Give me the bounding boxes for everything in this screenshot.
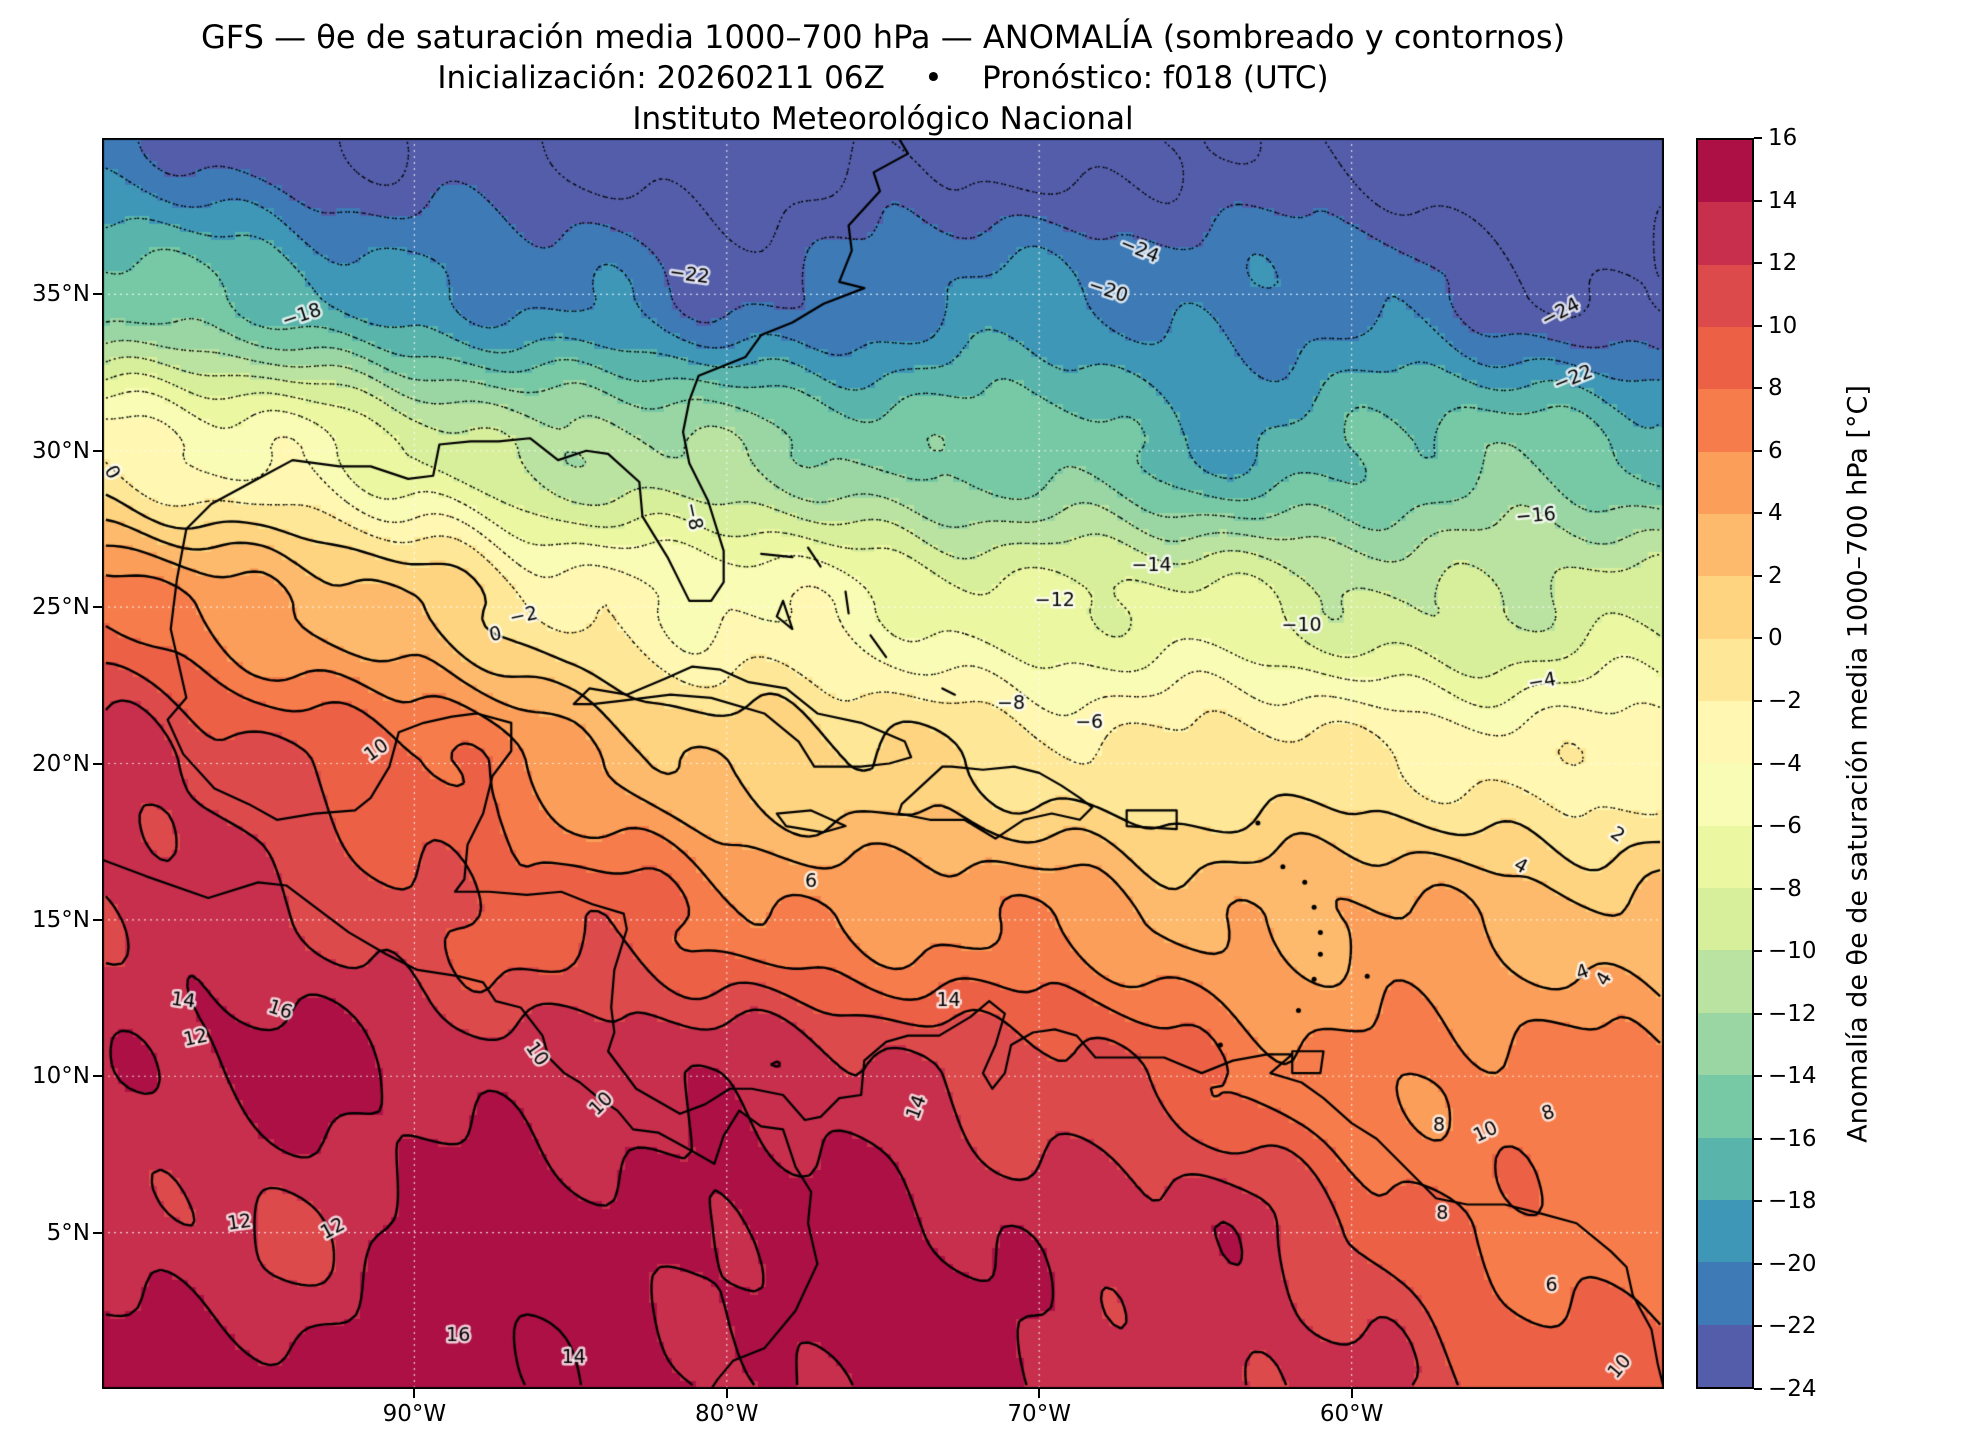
colorbar-tick-label: −22 bbox=[1768, 1313, 1817, 1340]
x-tick-label: 70°W bbox=[1007, 1401, 1071, 1427]
colorbar-tick-label: −24 bbox=[1768, 1376, 1817, 1402]
colorbar-segment bbox=[1698, 763, 1752, 826]
colorbar-tick-mark bbox=[1754, 324, 1762, 327]
colorbar-tick-mark bbox=[1754, 199, 1762, 202]
colorbar-tick-label: −4 bbox=[1768, 750, 1802, 777]
colorbar-segment bbox=[1698, 825, 1752, 889]
x-tick-mark bbox=[725, 1389, 728, 1398]
y-tick-mark bbox=[93, 1075, 102, 1078]
colorbar-tick-label: 8 bbox=[1768, 375, 1783, 402]
colorbar-tick-mark bbox=[1754, 512, 1762, 515]
colorbar-segment bbox=[1698, 1262, 1752, 1325]
y-tick-mark bbox=[93, 918, 102, 921]
colorbar-segment bbox=[1698, 576, 1752, 639]
colorbar-segment bbox=[1698, 202, 1752, 265]
colorbar-segment bbox=[1698, 950, 1752, 1013]
colorbar-tick-label: 14 bbox=[1768, 187, 1798, 214]
y-tick-label: 10°N bbox=[32, 1063, 90, 1090]
colorbar-segment bbox=[1698, 389, 1752, 452]
colorbar-tick-mark bbox=[1754, 825, 1762, 828]
y-tick-label: 25°N bbox=[32, 594, 90, 621]
x-tick-label: 90°W bbox=[382, 1401, 447, 1427]
colorbar bbox=[1696, 138, 1754, 1389]
colorbar-tick-label: −20 bbox=[1768, 1250, 1817, 1277]
colorbar-segment bbox=[1698, 327, 1752, 390]
colorbar-tick-mark bbox=[1754, 449, 1762, 452]
x-tick-mark bbox=[413, 1389, 416, 1398]
y-tick-mark bbox=[93, 293, 102, 296]
colorbar-tick-label: 12 bbox=[1768, 250, 1798, 277]
colorbar-tick-mark bbox=[1754, 1325, 1762, 1328]
colorbar-segment bbox=[1698, 1137, 1752, 1200]
colorbar-tick-mark bbox=[1754, 1075, 1762, 1078]
colorbar-tick-mark bbox=[1754, 762, 1762, 765]
colorbar-tick-mark bbox=[1754, 1262, 1762, 1265]
y-tick-label: 35°N bbox=[32, 281, 90, 308]
colorbar-tick-mark bbox=[1754, 637, 1762, 640]
colorbar-tick-mark bbox=[1754, 387, 1762, 390]
colorbar-tick-label: −6 bbox=[1768, 813, 1802, 840]
colorbar-tick-mark bbox=[1754, 699, 1762, 702]
colorbar-tick-label: −8 bbox=[1768, 875, 1802, 902]
colorbar-segment bbox=[1698, 514, 1752, 577]
title-block: GFS — θe de saturación media 1000–700 hP… bbox=[102, 16, 1664, 140]
y-tick-mark bbox=[93, 1231, 102, 1234]
chart-title: GFS — θe de saturación media 1000–700 hP… bbox=[200, 18, 1566, 56]
colorbar-tick-mark bbox=[1754, 1200, 1762, 1203]
colorbar-segment bbox=[1698, 264, 1752, 328]
chart-institution: Instituto Meteorológico Nacional bbox=[632, 101, 1134, 137]
colorbar-segment bbox=[1698, 140, 1752, 203]
colorbar-tick-label: −10 bbox=[1768, 938, 1817, 965]
y-tick-label: 15°N bbox=[32, 906, 90, 933]
map-canvas bbox=[102, 138, 1664, 1389]
colorbar-tick-mark bbox=[1754, 1137, 1762, 1140]
colorbar-segment bbox=[1698, 1012, 1752, 1076]
colorbar-tick-label: 0 bbox=[1768, 625, 1783, 652]
colorbar-tick-label: −14 bbox=[1768, 1063, 1817, 1090]
colorbar-tick-mark bbox=[1754, 1012, 1762, 1015]
colorbar-label: Anomalía de θe de saturación media 1000–… bbox=[1842, 384, 1874, 1143]
colorbar-segment bbox=[1698, 1324, 1752, 1387]
colorbar-tick-label: 6 bbox=[1768, 437, 1783, 464]
colorbar-tick-mark bbox=[1754, 137, 1762, 139]
x-tick-mark bbox=[1350, 1389, 1353, 1398]
colorbar-tick-label: −2 bbox=[1768, 687, 1802, 714]
x-tick-mark bbox=[1038, 1389, 1041, 1398]
colorbar-tick-label: −16 bbox=[1768, 1125, 1817, 1152]
chart-subtitle: Inicialización: 20260211 06Z • Pronóstic… bbox=[437, 60, 1329, 96]
colorbar-tick-mark bbox=[1754, 950, 1762, 953]
colorbar-tick-label: −18 bbox=[1768, 1188, 1817, 1215]
colorbar-tick-label: 2 bbox=[1768, 562, 1783, 589]
colorbar-segment bbox=[1698, 1199, 1752, 1263]
x-tick-label: 60°W bbox=[1319, 1401, 1384, 1427]
colorbar-segment bbox=[1698, 638, 1752, 702]
colorbar-segment bbox=[1698, 888, 1752, 951]
y-tick-mark bbox=[93, 449, 102, 452]
y-tick-label: 30°N bbox=[32, 437, 90, 464]
colorbar-tick-mark bbox=[1754, 887, 1762, 890]
colorbar-tick-mark bbox=[1754, 1388, 1762, 1390]
y-tick-label: 5°N bbox=[46, 1219, 90, 1246]
colorbar-segment bbox=[1698, 701, 1752, 764]
colorbar-tick-label: −12 bbox=[1768, 1000, 1817, 1027]
colorbar-tick-label: 4 bbox=[1768, 500, 1783, 527]
y-tick-mark bbox=[93, 606, 102, 609]
x-tick-label: 80°W bbox=[695, 1401, 759, 1427]
colorbar-tick-mark bbox=[1754, 574, 1762, 577]
colorbar-tick-mark bbox=[1754, 262, 1762, 265]
y-tick-label: 20°N bbox=[32, 750, 90, 777]
colorbar-tick-label: 16 bbox=[1768, 125, 1798, 151]
colorbar-segment bbox=[1698, 451, 1752, 515]
colorbar-tick-label: 10 bbox=[1768, 312, 1798, 339]
y-tick-mark bbox=[93, 762, 102, 765]
colorbar-segment bbox=[1698, 1075, 1752, 1138]
